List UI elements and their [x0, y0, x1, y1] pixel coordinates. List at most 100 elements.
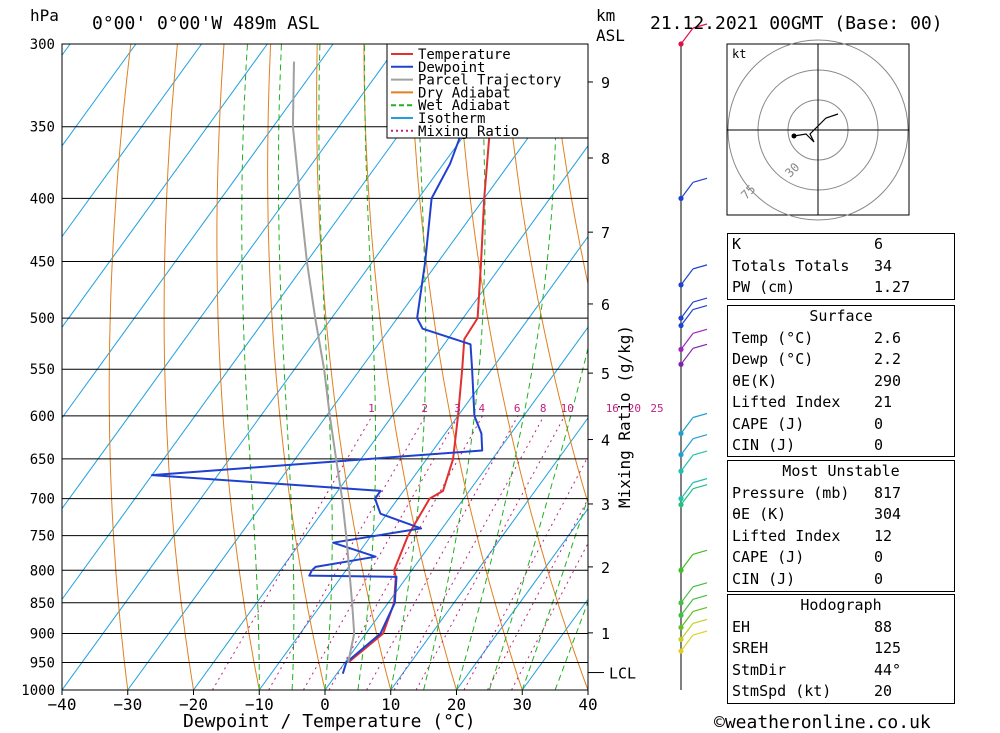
mixing-ratio-label: 8: [540, 402, 547, 415]
wind-level-dot: [678, 430, 684, 437]
wind-level-dot: [678, 195, 684, 201]
index-label: Pressure (mb): [732, 483, 850, 502]
index-row: CIN (J) 0: [728, 435, 954, 457]
plot-frame: [61, 43, 589, 691]
wind-barb-flag: [692, 412, 708, 419]
index-row: Dewp (°C) 2.2: [728, 349, 954, 371]
wind-barb: [680, 181, 694, 199]
wind-level-dot: [678, 346, 684, 352]
index-value: 0: [874, 414, 884, 433]
index-value: 34: [874, 256, 893, 275]
mixing-ratio-line: [463, 455, 588, 690]
index-value: 0: [874, 569, 884, 588]
dewpoint-series: [151, 44, 484, 674]
pressure-tick-label: 800: [30, 563, 55, 579]
x-tick-label: 10: [381, 695, 400, 714]
x-tick-label: 30: [513, 695, 532, 714]
wind-barb-flag: [692, 264, 708, 270]
index-value: 1.27: [874, 278, 911, 296]
index-label: CAPE (J): [732, 548, 805, 566]
legend-label: Temperature: [418, 47, 511, 63]
wind-barb: [680, 417, 694, 434]
index-row: StmDir 44°: [728, 660, 954, 682]
pressure-tick-label: 550: [30, 362, 55, 378]
x-tick-label: 20: [447, 695, 466, 714]
index-label: Lifted Index: [732, 526, 841, 545]
x-tick-label: 40: [578, 695, 597, 714]
wind-barb-flag: [692, 177, 708, 183]
mixing-ratio-axis-title: Mixing Ratio (g/kg): [615, 325, 634, 508]
isotherm-line: [62, 44, 334, 419]
wet-adiabat-line: [318, 44, 333, 690]
pressure-tick-label: 700: [30, 492, 55, 508]
wind-level-dot: [678, 322, 684, 329]
index-value: 0: [874, 436, 884, 454]
wind-level-dot: [678, 502, 684, 508]
mixing-ratio-label: 16: [606, 402, 619, 415]
wet-adiabat-line: [277, 44, 295, 690]
x-tick-label: −40: [48, 695, 77, 714]
index-row: Pressure (mb) 817: [728, 483, 954, 505]
index-row: CAPE (J) 0: [728, 547, 954, 569]
pressure-tick-label: 600: [30, 409, 55, 425]
dry-adiabat-line: [163, 44, 194, 690]
km-tick-label: 2: [601, 559, 610, 577]
wind-barb-flag: [692, 343, 708, 349]
index-label: SREH: [732, 639, 769, 657]
isotherm-line: [62, 44, 203, 238]
km-unit-label: km: [596, 6, 615, 25]
isotherm-line: [62, 44, 268, 329]
mixing-ratio-label: 4: [479, 402, 486, 415]
legend-label: Dry Adiabat: [418, 85, 511, 101]
wind-barb-flag: [692, 304, 708, 311]
index-label: CAPE (J): [732, 414, 805, 433]
pressure-tick-label: 1000: [21, 683, 55, 699]
wet-adiabat-line: [357, 44, 377, 690]
index-row: θE(K) 290: [728, 371, 954, 393]
wind-barb-flag: [692, 618, 708, 624]
wind-barb-flag: [692, 328, 708, 334]
legend-label: Wet Adiabat: [418, 98, 511, 114]
index-row: SREH 125: [728, 638, 954, 660]
pressure-tick-label: 300: [30, 37, 55, 53]
wind-level-dot: [678, 282, 684, 288]
wind-barb-flag: [692, 23, 708, 29]
wind-barb-flag: [692, 297, 708, 303]
index-label: θE(K): [732, 371, 778, 390]
wind-level-dot: [678, 468, 684, 474]
index-value: 6: [874, 235, 884, 253]
dry-adiabat-line: [216, 44, 260, 690]
index-value: 304: [874, 505, 902, 523]
km-tick-label: 6: [601, 296, 610, 314]
index-row: Totals Totals 34: [728, 256, 954, 278]
index-value: 12: [874, 526, 893, 545]
wind-barb: [680, 27, 694, 45]
hpa-unit-label: hPa: [30, 6, 59, 25]
mixing-ratio-label: 6: [514, 402, 521, 415]
wind-barb: [680, 438, 694, 456]
km-tick-label: 9: [601, 74, 610, 92]
index-label: EH: [732, 617, 751, 636]
wind-level-dot: [678, 600, 684, 606]
hodograph-start-dot: [791, 133, 797, 139]
wind-barb: [680, 634, 694, 652]
mixing-ratio-line: [366, 415, 519, 690]
footer-credit: ©weatheronline.co.uk: [714, 712, 931, 733]
legend-box: [386, 43, 589, 139]
hodograph-table: Hodograph EH 88 SREH 125 StmDir 44° StmSpd (kt…: [727, 594, 955, 704]
isotherm-line: [390, 417, 588, 690]
isotherm-line: [62, 44, 466, 601]
index-label: StmDir: [732, 660, 787, 679]
dry-adiabat-line: [456, 44, 588, 690]
wind-level-dot: [678, 624, 684, 631]
wind-barb: [680, 309, 694, 326]
wind-barb: [680, 598, 694, 616]
index-row: EH 88: [728, 617, 954, 639]
general-indices-table: K 6 Totals Totals 34 PW (cm) 1.27: [727, 233, 955, 300]
isotherm-line: [127, 54, 588, 690]
index-label: Lifted Index: [732, 393, 841, 411]
isotherm-line: [62, 44, 531, 690]
legend-label: Isotherm: [418, 111, 485, 127]
wind-level-dot: [678, 361, 684, 367]
